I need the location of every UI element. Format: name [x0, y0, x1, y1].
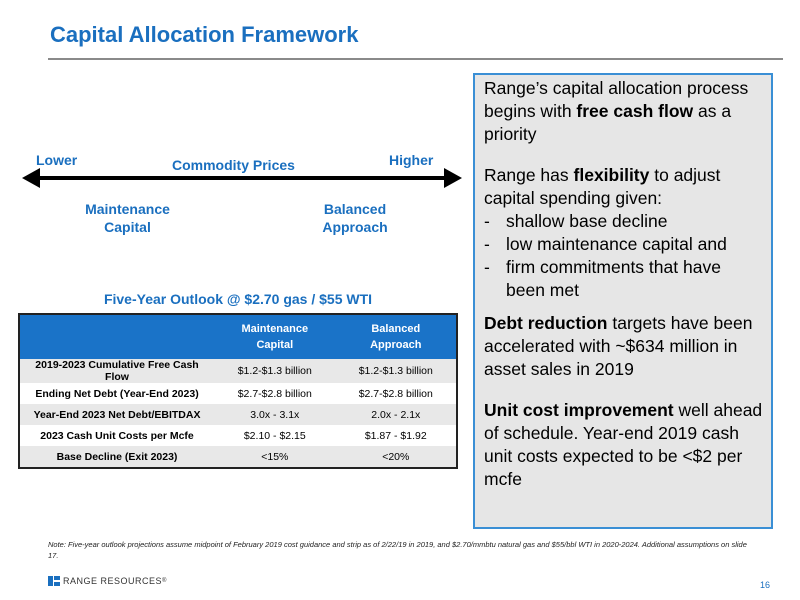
- header-maintenance: Maintenance Capital: [214, 314, 336, 359]
- list-item: - shallow base decline: [484, 210, 763, 233]
- balanced-approach-label: Balanced Approach: [300, 200, 410, 236]
- maintenance-capital-label: Maintenance Capital: [70, 200, 185, 236]
- table-row: 2019-2023 Cumulative Free Cash Flow $1.2…: [19, 359, 457, 383]
- callout-p3-bold: Debt reduction: [484, 313, 608, 333]
- range-logo-icon: [48, 576, 60, 586]
- list-item: - firm commitments that have been met: [484, 256, 763, 302]
- row-balanced-value: $1.87 - $1.92: [335, 425, 457, 446]
- row-label: Base Decline (Exit 2023): [19, 446, 215, 468]
- bullet-text: shallow base decline: [506, 211, 668, 231]
- row-maintenance-value: $2.10 - $2.15: [214, 425, 336, 446]
- logo-registered-mark: ®: [162, 578, 167, 584]
- outlook-table-title: Five-Year Outlook @ $2.70 gas / $55 WTI: [103, 291, 373, 307]
- row-balanced-value: $1.2-$1.3 billion: [335, 359, 457, 383]
- logo-text: RANGE RESOURCES: [63, 576, 163, 586]
- header-empty-cell: [19, 314, 215, 359]
- row-label: 2019-2023 Cumulative Free Cash Flow: [19, 359, 215, 383]
- scale-lower-label: Lower: [36, 152, 78, 168]
- maintenance-line1: Maintenance: [85, 201, 170, 217]
- page-number: 16: [760, 580, 771, 590]
- callout-p2-text-c: to adjust capital spending given:: [484, 165, 721, 208]
- scale-higher-label: Higher: [389, 152, 434, 168]
- bullet-dash: -: [484, 257, 490, 277]
- bullet-dash: -: [484, 234, 490, 254]
- balanced-line1: Balanced: [323, 201, 387, 217]
- callout-paragraph-1: Range’s capital allocation process begin…: [484, 77, 763, 146]
- table-header-row: Maintenance Capital Balanced Approach: [19, 314, 457, 359]
- row-maintenance-value: $1.2-$1.3 billion: [214, 359, 336, 383]
- maintenance-line2: Capital: [104, 219, 151, 235]
- header-maintenance-line2: Capital: [256, 339, 294, 351]
- row-balanced-value: $2.7-$2.8 billion: [335, 383, 457, 404]
- list-item: - low maintenance capital and: [484, 233, 763, 256]
- scale-center-label: Commodity Prices: [172, 157, 295, 173]
- row-balanced-value: 2.0x - 2.1x: [335, 404, 457, 425]
- bullet-text: low maintenance capital and: [506, 234, 727, 254]
- table-row: Base Decline (Exit 2023) <15% <20%: [19, 446, 457, 468]
- callout-p1-bold: free cash flow: [576, 101, 694, 121]
- table-row: 2023 Cash Unit Costs per Mcfe $2.10 - $2…: [19, 425, 457, 446]
- row-label: Ending Net Debt (Year-End 2023): [19, 383, 215, 404]
- header-balanced: Balanced Approach: [335, 314, 457, 359]
- callout-p4-bold: Unit cost improvement: [484, 400, 674, 420]
- row-balanced-value: <20%: [335, 446, 457, 468]
- header-balanced-line1: Balanced: [371, 323, 421, 335]
- callout-bullet-list: - shallow base decline - low maintenance c…: [484, 210, 763, 302]
- callout-paragraph-2: Range has flexibility to adjust capital …: [484, 164, 763, 210]
- bullet-dash: -: [484, 211, 490, 231]
- callout-paragraph-3: Debt reduction targets have been acceler…: [484, 312, 763, 381]
- bullet-text: firm commitments that have been met: [506, 257, 721, 300]
- callout-paragraph-4: Unit cost improvement well ahead of sche…: [484, 399, 763, 491]
- callout-p3-text: targets have been accelerated with ~$634…: [484, 313, 753, 379]
- page-title: Capital Allocation Framework: [50, 22, 359, 47]
- header-maintenance-line1: Maintenance: [241, 323, 309, 335]
- callout-p1-text-c: as a priority: [484, 101, 732, 144]
- header-balanced-line2: Approach: [370, 339, 422, 351]
- callout-p2-text-a: Range has: [484, 165, 574, 185]
- callout-p4-text: well ahead of schedule. Year-end 2019 ca…: [484, 400, 763, 489]
- outlook-table: Maintenance Capital Balanced Approach 20…: [18, 313, 458, 469]
- row-maintenance-value: $2.7-$2.8 billion: [214, 383, 336, 404]
- callout-p1-text-a: Range’s capital allocation process begin…: [484, 78, 749, 121]
- callout-p2-bold: flexibility: [573, 165, 650, 185]
- row-label: 2023 Cash Unit Costs per Mcfe: [19, 425, 215, 446]
- double-arrow-icon: [22, 168, 462, 188]
- callout-box: Range’s capital allocation process begin…: [473, 73, 773, 529]
- balanced-line2: Approach: [322, 219, 388, 235]
- row-maintenance-value: <15%: [214, 446, 336, 468]
- company-logo: RANGE RESOURCES ®: [48, 576, 167, 586]
- table-row: Ending Net Debt (Year-End 2023) $2.7-$2.…: [19, 383, 457, 404]
- row-label: Year-End 2023 Net Debt/EBITDAX: [19, 404, 215, 425]
- table-row: Year-End 2023 Net Debt/EBITDAX 3.0x - 3.…: [19, 404, 457, 425]
- footnote: Note: Five-year outlook projections assu…: [48, 540, 747, 560]
- title-divider: [48, 58, 783, 60]
- row-maintenance-value: 3.0x - 3.1x: [214, 404, 336, 425]
